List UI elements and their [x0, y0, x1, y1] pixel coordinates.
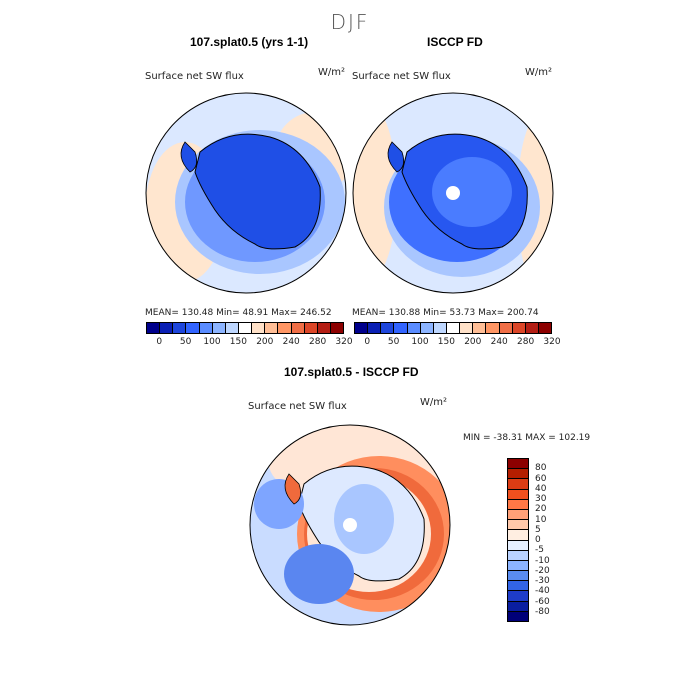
colorbar-swatch — [173, 323, 187, 333]
colorbar-swatch — [291, 323, 305, 333]
colorbar-swatch — [508, 520, 528, 531]
colorbar-tick-label: 240 — [282, 337, 300, 347]
season-title: DJF — [330, 10, 370, 34]
colorbar-tick-label: 150 — [229, 337, 247, 347]
colorbar-swatch — [394, 323, 408, 333]
obs-polar-map — [352, 92, 554, 294]
colorbar-tick-label: 320 — [543, 337, 561, 347]
colorbar-swatch — [508, 459, 528, 470]
colorbar-swatch — [330, 323, 344, 333]
model-colorbar-ticks: 0 50 100 150 200 240 280 320 — [146, 337, 352, 349]
colorbar-swatch — [147, 323, 161, 333]
colorbar-swatch — [508, 530, 528, 541]
colorbar-tick-label: 320 — [335, 337, 353, 347]
colorbar-swatch — [508, 611, 528, 621]
colorbar-tick-label: 50 — [387, 337, 400, 347]
obs-colorbar — [354, 322, 552, 334]
colorbar-tick-label: -20 — [535, 565, 550, 576]
colorbar-tick-label: 80 — [535, 463, 547, 474]
colorbar-swatch — [508, 489, 528, 500]
colorbar-swatch — [446, 323, 461, 333]
diff-panel-title: 107.splat0.5 - ISCCP FD — [284, 365, 419, 379]
colorbar-swatch — [508, 591, 528, 602]
colorbar-swatch — [381, 323, 395, 333]
colorbar-tick-label: 100 — [411, 337, 429, 347]
colorbar-tick-label: 0 — [364, 337, 371, 347]
model-panel-title: 107.splat0.5 (yrs 1-1) — [190, 35, 309, 49]
colorbar-tick-label: -5 — [535, 545, 544, 556]
colorbar-swatch — [355, 323, 369, 333]
colorbar-swatch — [407, 323, 421, 333]
colorbar-swatch — [508, 499, 528, 510]
colorbar-swatch — [265, 323, 279, 333]
colorbar-tick-label: -40 — [535, 586, 550, 597]
colorbar-tick-label: -10 — [535, 555, 550, 566]
colorbar-tick-label: 200 — [256, 337, 274, 347]
colorbar-swatch — [508, 469, 528, 480]
obs-units-label: W/m² — [525, 67, 553, 78]
diff-variable-label: Surface net SW flux — [248, 401, 347, 412]
diff-units-label: W/m² — [420, 397, 448, 408]
colorbar-swatch — [304, 323, 318, 333]
colorbar-tick-label: 280 — [309, 337, 327, 347]
colorbar-tick-label: 100 — [203, 337, 221, 347]
colorbar-swatch — [238, 323, 253, 333]
diff-colorbar-ticks: 80 60 40 30 20 10 5 0 -5 -10 -20 -30 -40 -60 -80 — [535, 458, 575, 622]
colorbar-tick-label: 240 — [490, 337, 508, 347]
colorbar-swatch — [212, 323, 226, 333]
colorbar-tick-label: 5 — [535, 524, 541, 535]
diff-polar-map — [249, 424, 451, 626]
colorbar-swatch — [433, 323, 447, 333]
colorbar-swatch — [525, 323, 539, 333]
colorbar-tick-label: -80 — [535, 606, 550, 617]
colorbar-tick-label: -30 — [535, 576, 550, 586]
colorbar-tick-label: 280 — [517, 337, 535, 347]
colorbar-swatch — [508, 571, 528, 582]
model-polar-map — [145, 92, 347, 294]
model-stats: MEAN= 130.48 Min= 48.91 Max= 246.52 — [145, 308, 332, 318]
colorbar-swatch — [278, 323, 292, 333]
obs-colorbar-ticks: 0 50 100 150 200 240 280 320 — [354, 337, 560, 349]
colorbar-swatch — [225, 323, 239, 333]
colorbar-swatch — [538, 323, 552, 333]
colorbar-swatch — [499, 323, 513, 333]
obs-variable-label: Surface net SW flux — [352, 71, 451, 82]
model-colorbar — [146, 322, 344, 334]
diff-stats: MIN = -38.31 MAX = 102.19 — [463, 433, 591, 443]
model-units-label: W/m² — [318, 67, 346, 78]
colorbar-tick-label: 40 — [535, 483, 547, 494]
colorbar-swatch — [508, 509, 528, 521]
colorbar-tick-label: 0 — [535, 535, 541, 545]
colorbar-swatch — [486, 323, 500, 333]
colorbar-swatch — [508, 560, 528, 572]
colorbar-swatch — [199, 323, 213, 333]
colorbar-swatch — [317, 323, 331, 333]
colorbar-swatch — [508, 550, 528, 561]
colorbar-swatch — [508, 479, 528, 490]
colorbar-swatch — [508, 601, 528, 612]
colorbar-swatch — [508, 581, 528, 592]
colorbar-swatch — [473, 323, 487, 333]
colorbar-swatch — [508, 540, 528, 551]
colorbar-tick-label: 60 — [535, 473, 547, 484]
colorbar-tick-label: 200 — [464, 337, 482, 347]
colorbar-tick-label: 150 — [437, 337, 455, 347]
colorbar-swatch — [186, 323, 200, 333]
colorbar-swatch — [420, 323, 434, 333]
colorbar-swatch — [252, 323, 266, 333]
colorbar-swatch — [460, 323, 474, 333]
diff-colorbar — [507, 458, 529, 622]
colorbar-tick-label: 0 — [156, 337, 163, 347]
model-variable-label: Surface net SW flux — [145, 71, 244, 82]
colorbar-swatch — [368, 323, 382, 333]
obs-panel-title: ISCCP FD — [427, 35, 483, 49]
colorbar-swatch — [160, 323, 174, 333]
obs-stats: MEAN= 130.88 Min= 53.73 Max= 200.74 — [352, 308, 539, 318]
colorbar-tick-label: 20 — [535, 504, 547, 515]
colorbar-tick-label: 10 — [535, 514, 547, 525]
colorbar-tick-label: 50 — [179, 337, 192, 347]
colorbar-tick-label: 30 — [535, 494, 547, 504]
colorbar-tick-label: -60 — [535, 596, 550, 607]
colorbar-swatch — [512, 323, 526, 333]
